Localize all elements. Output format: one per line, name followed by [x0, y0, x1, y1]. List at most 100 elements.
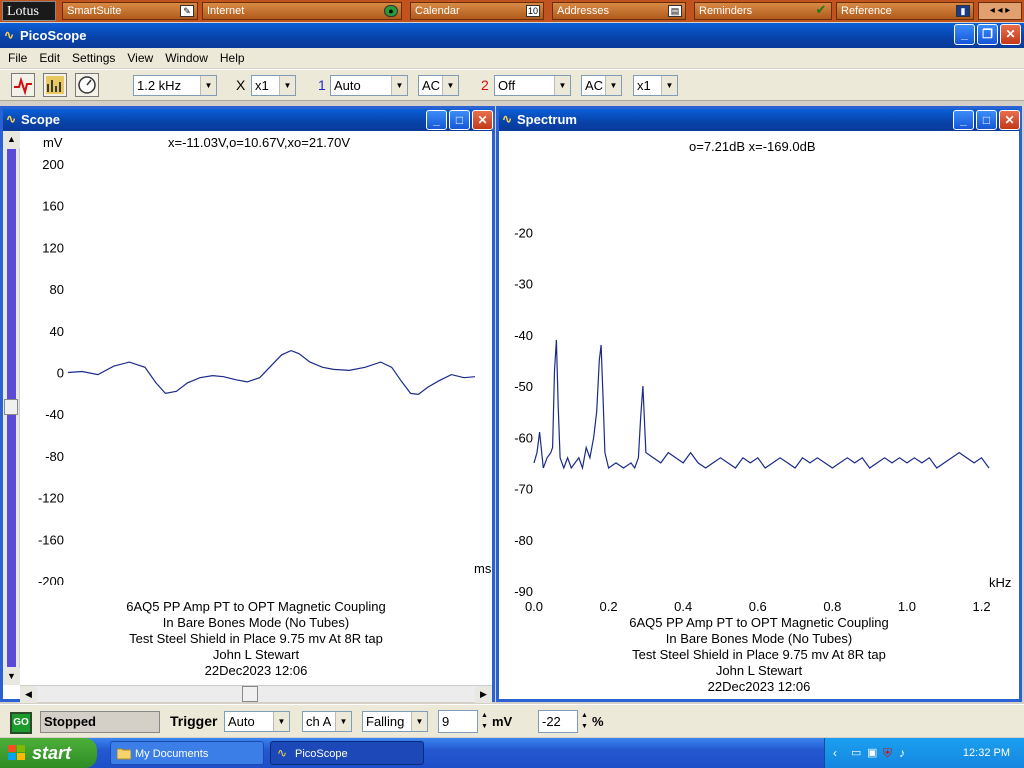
trigger-mode-select[interactable]: Auto ▼: [224, 711, 290, 732]
scope-close-button[interactable]: ✕: [472, 110, 493, 130]
y-tick-label: -120: [38, 491, 64, 506]
globe-icon: ●: [384, 5, 398, 17]
clock[interactable]: 12:32 PM: [962, 747, 1010, 759]
y-tick-label: 0: [57, 366, 64, 381]
channel-2-range-select[interactable]: Off ▼: [494, 75, 571, 96]
display-icon[interactable]: ▣: [867, 747, 878, 759]
timebase-select[interactable]: 1.2 kHz ▼: [133, 75, 217, 96]
scroll-up-icon[interactable]: ▲: [3, 131, 20, 148]
trigger-channel-select[interactable]: ch A ▼: [302, 711, 352, 732]
scope-title-bar[interactable]: ∿ Scope _ □ ✕: [3, 109, 493, 131]
cursor-readout: o=7.21dB x=-169.0dB: [689, 139, 816, 154]
spectrum-maximize-button[interactable]: □: [976, 110, 997, 130]
cursor-readout: x=-11.03V,o=10.67V,xo=21.70V: [168, 135, 350, 150]
menu-window[interactable]: Window: [165, 51, 208, 65]
spectrum-plot[interactable]: o=7.21dB x=-169.0dB kHz -20 -30 -40 -50 -60 -…: [499, 131, 1019, 619]
lotus-scroll-controls[interactable]: ◂ ◂ ▸: [978, 2, 1022, 20]
menu-file[interactable]: File: [8, 51, 28, 65]
scroll-down-icon[interactable]: ▼: [3, 668, 20, 685]
system-tray: ‹ ▭ ▣ ⛨ ♪ 12:32 PM: [824, 738, 1024, 768]
chevron-down-icon: ▼: [554, 76, 570, 95]
scope-minimize-button[interactable]: _: [426, 110, 447, 130]
y-tick-label: -80: [45, 449, 64, 464]
shield-icon[interactable]: ⛨: [883, 746, 893, 760]
chevron-down-icon: ▼: [411, 712, 427, 731]
lotus-drawer-label: Reminders: [699, 5, 753, 17]
lotus-drawer-label: Reference: [841, 5, 892, 17]
scroll-left-icon[interactable]: ◀: [20, 686, 37, 703]
channel-2-multiplier-select[interactable]: x1 ▼: [633, 75, 678, 96]
scroll-right-icon[interactable]: ▶: [475, 686, 492, 703]
trigger-channel-value: ch A: [306, 714, 332, 729]
windows-logo-icon: [8, 745, 25, 760]
taskbar: start My Documents ∿ PicoScope ? ⇅ ‹ ▭ ▣…: [0, 738, 1024, 768]
lotus-drawer-reminders[interactable]: Reminders ✔: [694, 2, 832, 20]
lotus-menu-button[interactable]: Lotus ▼: [2, 1, 56, 37]
lotus-drawer-calendar[interactable]: Calendar 10: [410, 2, 544, 20]
lotus-drawer-internet[interactable]: Internet ●: [202, 2, 402, 20]
trigger-delay-stepper[interactable]: ▲ ▼: [581, 712, 588, 730]
lotus-drawer-reference[interactable]: Reference ▮: [836, 2, 974, 20]
y-tick-label: -70: [514, 482, 533, 497]
scope-trace: [67, 349, 476, 396]
spectrum-title-bar[interactable]: ∿ Spectrum _ □ ✕: [499, 109, 1020, 131]
trigger-edge-select[interactable]: Falling ▼: [362, 711, 428, 732]
picoscope-icon: ∿: [6, 112, 17, 126]
y-tick-label: 120: [42, 240, 64, 255]
trigger-delay-input[interactable]: -22: [538, 710, 578, 733]
scope-horizontal-scrollbar[interactable]: ◀ ▶: [20, 685, 492, 703]
lotus-drawer-label: Addresses: [557, 5, 609, 17]
volume-icon[interactable]: ♪: [899, 746, 905, 760]
go-button[interactable]: GO: [10, 712, 32, 734]
minimize-button[interactable]: _: [954, 24, 975, 45]
channel-1-range-select[interactable]: Auto ▼: [330, 75, 408, 96]
menu-help[interactable]: Help: [219, 51, 245, 65]
restore-button[interactable]: ❐: [977, 24, 998, 45]
scope-scroll-thumb[interactable]: [4, 399, 18, 415]
close-button[interactable]: ✕: [1000, 24, 1021, 45]
lotus-drawer-addresses[interactable]: Addresses ▤: [552, 2, 686, 20]
menu-edit[interactable]: Edit: [39, 51, 61, 65]
trigger-level-input[interactable]: 9: [438, 710, 478, 733]
scope-view-button[interactable]: [11, 73, 35, 97]
monitor-icon[interactable]: ▭: [851, 747, 862, 759]
caption-line: 22Dec2023 12:06: [204, 663, 308, 678]
address-card-icon: ▤: [668, 5, 682, 17]
y-tick-label: -80: [514, 533, 533, 548]
x-tick-label: 0.0: [525, 599, 543, 614]
channel-2-coupling-select[interactable]: AC ▼: [581, 75, 622, 96]
spectrum-close-button[interactable]: ✕: [999, 110, 1020, 130]
scope-vertical-scrollbar[interactable]: ▲ ▼: [3, 131, 20, 685]
x-multiplier-select[interactable]: x1 ▼: [251, 75, 296, 96]
spectrum-minimize-button[interactable]: _: [953, 110, 974, 130]
lotus-brand-label: Lotus: [7, 4, 39, 19]
chevron-down-icon: ▼: [661, 76, 677, 95]
lotus-drawer-label: Internet: [207, 5, 245, 17]
calendar-icon: 10: [526, 5, 540, 17]
menu-settings[interactable]: Settings: [72, 51, 116, 65]
chevron-left-icon[interactable]: ‹: [833, 746, 837, 760]
app-title-bar[interactable]: ∿ PicoScope _ ❐ ✕: [0, 23, 1024, 48]
x-tick-label: 0.2: [600, 599, 618, 614]
task-my-documents[interactable]: My Documents: [110, 741, 264, 765]
scope-maximize-button[interactable]: □: [449, 110, 470, 130]
start-button[interactable]: start: [0, 738, 97, 768]
y-tick-label: -60: [514, 430, 533, 445]
menu-bar: File Edit Settings View Window Help: [0, 48, 1024, 68]
spectrum-icon: [46, 76, 64, 94]
scope-hscroll-thumb[interactable]: [242, 686, 258, 702]
lotus-drawer-smartsuite[interactable]: SmartSuite ✎: [62, 2, 198, 20]
trigger-level-stepper[interactable]: ▲ ▼: [481, 712, 488, 730]
channel-1-coupling-select[interactable]: AC ▼: [418, 75, 459, 96]
scope-plot[interactable]: mV x=-11.03V,o=10.67V,xo=21.70V ms 200 16…: [20, 131, 492, 585]
spectrum-view-button[interactable]: [43, 73, 67, 97]
caption-line: In Bare Bones Mode (No Tubes): [162, 615, 350, 630]
meter-view-button[interactable]: [75, 73, 99, 97]
caption-line: John L Stewart: [212, 647, 300, 662]
channel-1-coupling-value: AC: [422, 78, 441, 93]
task-picoscope[interactable]: ∿ PicoScope: [270, 741, 424, 765]
y-tick-label: -50: [514, 379, 533, 394]
start-label: start: [32, 743, 72, 763]
y-tick-label: -40: [514, 328, 533, 343]
menu-view[interactable]: View: [127, 51, 154, 65]
